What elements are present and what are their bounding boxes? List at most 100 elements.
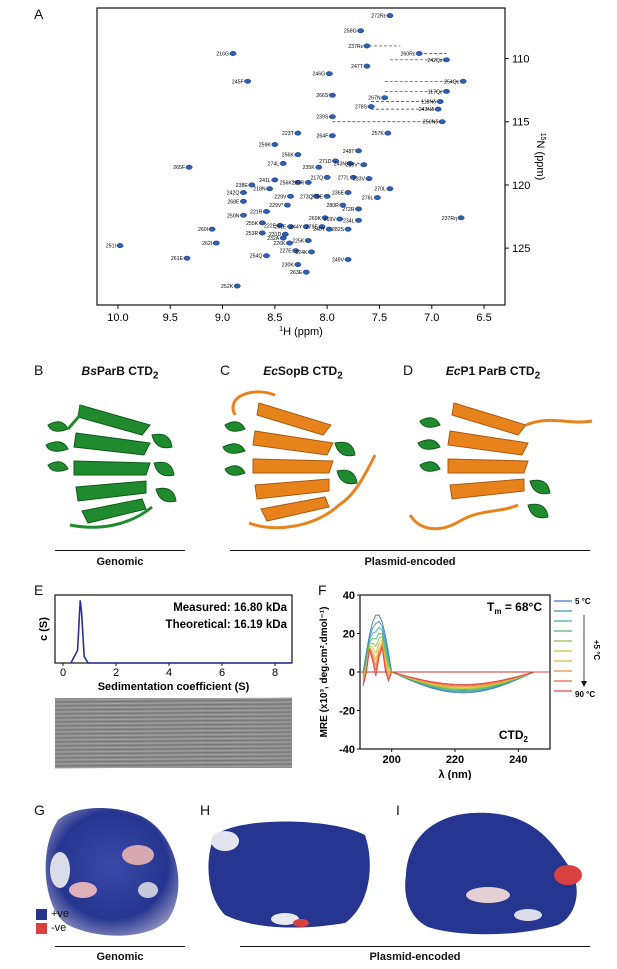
nmr-peak-label: 227E: [280, 249, 293, 255]
nmr-peak-label: 272Rε: [371, 14, 386, 20]
nmr-peak: [328, 114, 336, 120]
auc-raw-scanline: [54, 755, 293, 759]
cd-y-tick-label: 0: [349, 667, 355, 679]
cd-temperature-trace: [362, 614, 550, 694]
nmr-peak-label: 276L: [362, 196, 374, 202]
cd-temperature-trace: [362, 647, 550, 686]
nmr-peak-label: 251I: [106, 244, 116, 250]
group-label-plasmid: Plasmid-encoded: [364, 556, 456, 568]
auc-raw-scanline: [54, 753, 293, 757]
nmr-peak-label: 226K: [273, 241, 286, 247]
nmr-peak-label: 225K: [292, 239, 305, 245]
auc-raw-scanline: [54, 727, 293, 731]
auc-raw-scanline: [54, 759, 293, 763]
nmr-peak-label: 242Qε: [427, 58, 443, 64]
auc-raw-scanline: [54, 711, 293, 715]
auc-raw-scanline: [54, 709, 293, 713]
nmr-peak: [332, 158, 339, 164]
surface-genomic: [45, 807, 179, 936]
nmr-peak-label: 261E: [171, 256, 184, 262]
auc-raw-scanline: [54, 703, 293, 707]
auc-raw-scanline: [54, 739, 293, 743]
auc-chart: 0 2 4 6 8 Sedimentation coefficient (S) c (S) M…: [38, 594, 293, 769]
nmr-peak: [271, 142, 279, 147]
genomic-underline: [55, 550, 185, 551]
nmr-peak: [355, 148, 362, 154]
nmr-peak-label: 245F: [232, 79, 244, 85]
nmr-peak: [279, 161, 287, 166]
auc-x-tick-label: 0: [60, 667, 66, 679]
legend-pos-swatch: [36, 908, 47, 920]
nmr-peak: [185, 164, 193, 170]
panel-label-f: F: [318, 582, 327, 598]
nmr-peak: [357, 28, 365, 34]
nmr-peak-label: 219V: [324, 217, 337, 223]
structure-ec-sopb: [222, 390, 377, 530]
nmr-peak-label: 252K: [221, 284, 234, 290]
nmr-peak: [258, 220, 266, 226]
nmr-x-tick-label: 9.5: [163, 312, 178, 324]
nmr-peak: [355, 217, 362, 223]
nmr-peak-label: 256K: [282, 153, 295, 159]
cd-temperature-trace: [362, 636, 550, 690]
nmr-peak-label: 236E: [332, 191, 345, 197]
nmr-peak-label: 217Q: [310, 175, 323, 181]
nmr-peak: [287, 224, 294, 230]
auc-x-tick-label: 2: [113, 667, 119, 679]
nmr-peak-label: 265F: [173, 165, 185, 171]
nmr-peak: [286, 240, 293, 246]
legend-neg-swatch: [36, 922, 47, 934]
nmr-peak: [318, 224, 326, 230]
nmr-y-tick-label: 120: [512, 180, 530, 192]
nmr-peak-label: 234L: [343, 218, 355, 224]
nmr-peak-label: 282S: [332, 227, 345, 233]
cd-x-tick-label: 240: [509, 754, 527, 766]
panel-label-d: D: [403, 362, 414, 378]
cd-legend-top: 5 °C: [575, 597, 591, 606]
nmr-peak: [263, 253, 270, 259]
cd-ctd-label: CTD2: [499, 728, 529, 744]
auc-x-tick-label: 4: [166, 667, 172, 679]
nmr-peak: [363, 43, 371, 49]
nmr-peak: [276, 222, 284, 228]
auc-raw-scanline: [54, 731, 293, 735]
auc-raw-scanline: [54, 763, 293, 767]
nmr-peak-label: 261E: [274, 225, 287, 231]
nmr-peak: [208, 226, 216, 232]
nmr-peak-label: 272R: [342, 207, 355, 213]
structure-title-ec-sopb: EcSopB CTD2: [263, 364, 343, 382]
surface-plasmid-underline: [240, 946, 590, 947]
surface-genomic-label: Genomic: [96, 951, 144, 963]
auc-raw-scanline: [54, 717, 293, 721]
nmr-peak-label: 254Qε: [444, 79, 460, 85]
auc-raw-scanline: [54, 725, 293, 729]
panel-label-b: B: [34, 362, 44, 378]
auc-raw-scanline: [54, 737, 293, 741]
auc-raw-scanline: [54, 735, 293, 739]
nmr-peak-label: 240Y: [313, 227, 326, 233]
nmr-peak-label: 229V*: [269, 203, 283, 209]
cd-x-label: λ (nm): [439, 769, 472, 780]
cd-y-tick-label: -20: [339, 706, 355, 718]
nmr-y-tick-label: 115: [512, 117, 530, 129]
nmr-frame: [96, 7, 506, 306]
nmr-peak-label: 222E: [264, 223, 277, 229]
nmr-peak: [240, 198, 247, 204]
nmr-peak: [349, 174, 357, 180]
nmr-x-tick-label: 8.0: [320, 312, 335, 324]
cd-legend-step: +5 °C: [592, 640, 601, 661]
nmr-peak-label: 259K: [259, 142, 272, 148]
nmr-peak: [415, 51, 423, 56]
nmr-peak: [346, 161, 354, 166]
auc-raw-scanline: [54, 747, 293, 751]
nmr-peak-label: 266S: [316, 93, 329, 99]
cd-ctd-text: CTD: [499, 728, 524, 742]
auc-raw-scanline: [54, 705, 293, 709]
nmr-peak-label: 271D: [319, 159, 332, 165]
nmr-peak: [304, 179, 312, 185]
nmr-peak-label: 221R: [250, 209, 263, 215]
panel-label-g: G: [34, 802, 45, 818]
nmr-peak-label: 218N: [253, 187, 266, 193]
auc-raw-scanline: [54, 707, 293, 711]
